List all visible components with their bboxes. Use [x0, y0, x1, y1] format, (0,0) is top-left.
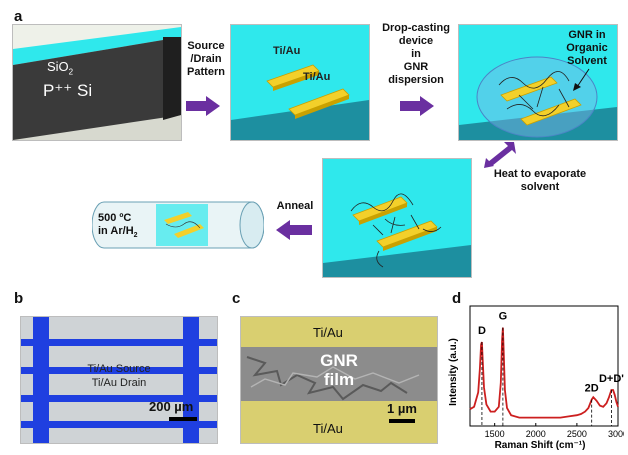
patterned-panel: Ti/Au Ti/Au [230, 24, 370, 141]
anneal-conditions: 500 ºC in Ar/H2 [98, 212, 138, 240]
sem-image: Ti/Au GNR film 1 µm Ti/Au [240, 316, 438, 444]
micrograph-label-source: Ti/Au Source [87, 363, 151, 375]
x-tick-label: 3000 [608, 429, 624, 439]
substrate-label: P⁺⁺ Si [43, 81, 93, 100]
panel-label-b: b [14, 290, 24, 307]
sem-bottom-label: Ti/Au [313, 421, 343, 436]
peak-label: G [499, 311, 508, 323]
x-tick-label: 2500 [567, 429, 587, 439]
process-arrow-3 [484, 142, 516, 168]
pad-bottom-label: Ti/Au [303, 71, 331, 83]
sem-illustration [241, 317, 437, 443]
peak-label: 2D [585, 383, 599, 395]
panel-label-a: a [14, 8, 23, 25]
evaporated-panel [322, 158, 472, 278]
raman-series-line [469, 327, 619, 419]
evaporated-illustration [323, 193, 471, 277]
process-arrow-1 [186, 96, 220, 116]
patterned-illustration [231, 64, 369, 140]
peak-label: D [478, 325, 486, 337]
panel-label-d: d [452, 290, 462, 307]
process-arrow-2 [400, 96, 434, 116]
arrow3-label: Heat to evaporate solvent [493, 168, 587, 193]
optical-micrograph: Ti/Au Source Ti/Au Drain 200 µm [20, 316, 218, 444]
droplet-callout: GNR in Organic Solvent [566, 29, 608, 67]
raman-plot-frame [469, 305, 619, 427]
micrograph-illustration [21, 317, 217, 443]
substrate-illustration [13, 25, 181, 140]
sem-top-label: Ti/Au [313, 325, 343, 340]
peak-label: D+D' [599, 373, 624, 385]
droplet-panel: GNR in Organic Solvent [458, 24, 618, 141]
x-tick-label: 1500 [485, 429, 505, 439]
arrow4-label: Anneal [276, 200, 314, 212]
sem-scale-label: 1 µm [387, 401, 417, 416]
arrow2-label: Drop-casting device in GNR dispersion [382, 22, 450, 86]
raman-x-label: Raman Shift (cm⁻¹) [495, 440, 586, 451]
panel-label-c: c [232, 290, 241, 307]
droplet-illustration [459, 56, 617, 140]
micrograph-scale-label: 200 µm [149, 399, 194, 414]
micrograph-label-drain: Ti/Au Drain [91, 377, 147, 389]
process-arrow-4 [276, 220, 312, 240]
oxide-label: SiO2 [47, 59, 74, 77]
tube-illustration [91, 201, 265, 249]
sem-center-label: GNR film [320, 351, 358, 389]
raman-chart: D G 2DD+D' 1500 2000 2500 3000 Raman Shift (c… [448, 305, 624, 451]
arrow1-label: Source /Drain Pattern [187, 40, 225, 78]
x-tick-label: 2000 [526, 429, 546, 439]
pad-top-label: Ti/Au [273, 45, 301, 57]
anneal-tube: 500 ºC in Ar/H2 [91, 198, 265, 252]
substrate-panel: SiO2 P⁺⁺ Si [12, 24, 182, 141]
raman-y-label: Intensity (a.u.) [448, 338, 459, 406]
